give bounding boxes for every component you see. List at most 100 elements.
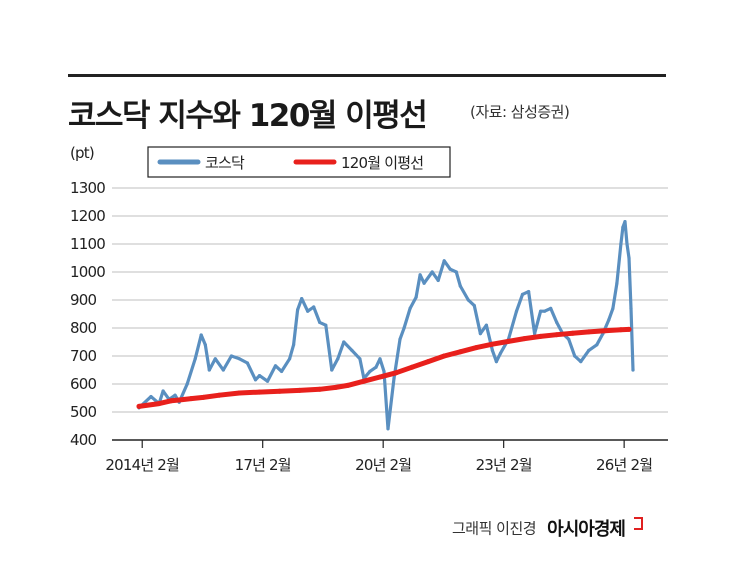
data-point-kosdaq [478,332,482,336]
data-point-kosdaq [595,343,599,347]
data-point-ma120 [236,390,242,396]
data-point-kosdaq [623,220,627,224]
source-note: (자료: 삼성증권) [470,103,570,121]
data-point-kosdaq [342,340,346,344]
data-point-kosdaq [257,374,262,378]
data-point-kosdaq [430,270,434,274]
data-point-ma120 [522,336,527,342]
data-point-ma120 [409,364,415,370]
data-point-kosdaq [398,337,402,341]
data-point-kosdaq [374,365,378,369]
data-point-kosdaq [418,273,422,277]
legend-label-kosdaq: 코스닥 [205,154,245,172]
data-point-ma120 [457,349,463,355]
data-point-ma120 [216,392,222,398]
data-point-kosdaq [185,382,189,386]
data-point-kosdaq [292,343,296,347]
data-point-kosdaq [448,267,452,271]
y-tick-label: 1100 [70,235,105,253]
data-point-kosdaq [392,376,396,380]
y-tick-label: 500 [70,403,96,421]
data-point-ma120 [489,341,495,347]
data-point-kosdaq [221,368,225,372]
data-point-kosdaq [579,360,583,364]
data-point-kosdaq [422,281,426,285]
data-point-kosdaq [494,360,498,364]
data-point-kosdaq [324,323,328,327]
data-point-ma120 [200,394,206,400]
data-point-ma120 [297,387,303,393]
data-point-kosdaq [436,278,440,282]
data-point-kosdaq [454,270,458,274]
title-rule [68,74,666,77]
data-point-ma120 [277,388,283,394]
data-point-kosdaq [619,242,623,246]
x-tick-label: 2014년 2월 [105,456,179,474]
data-point-kosdaq [549,306,553,310]
data-point-kosdaq [414,295,418,299]
data-point-kosdaq [318,320,322,324]
data-point-kosdaq [161,389,165,393]
data-point-kosdaq [306,309,310,313]
data-point-kosdaq [378,357,382,361]
data-point-kosdaq [300,297,304,301]
data-point-kosdaq [442,259,446,263]
data-point-ma120 [345,382,351,388]
credit-line: 그래픽 이진경 아시아경제 [452,515,644,541]
data-point-kosdaq [330,368,334,372]
data-point-ma120 [618,327,624,333]
data-point-kosdaq [149,395,153,399]
data-point-kosdaq [296,308,300,312]
data-point-kosdaq [520,292,525,296]
data-point-kosdaq [625,242,629,246]
y-tick-label: 900 [70,291,96,309]
data-point-ma120 [586,329,592,335]
data-point-ma120 [136,403,142,409]
data-point-kosdaq [245,361,249,365]
data-point-kosdaq [555,320,559,324]
data-point-kosdaq [237,357,241,361]
y-tick-labels: 400 500 600 700 800 900 1000 1100 1200 1300 [70,179,106,449]
data-point-kosdaq [527,290,531,294]
graphic-credit: 그래픽 이진경 [452,519,537,538]
data-point-kosdaq [514,309,519,313]
data-point-ma120 [377,374,383,380]
data-point-kosdaq [213,357,217,361]
x-tick-label: 17년 2월 [235,456,291,474]
series-lines [136,220,635,431]
data-point-kosdaq [350,348,354,352]
data-point-ma120 [626,326,632,332]
data-point-ma120 [188,396,194,402]
data-point-ma120 [257,389,262,395]
data-point-kosdaq [386,427,390,431]
brand-logo: 아시아경제 [547,519,626,540]
legend-label-ma120: 120월 이평선 [341,154,423,172]
y-tick-label: 400 [70,431,96,449]
data-point-kosdaq [458,284,462,288]
data-point-kosdaq [203,343,207,347]
y-tick-label: 600 [70,375,96,393]
data-point-ma120 [473,345,479,351]
data-point-ma120 [333,384,339,390]
data-point-kosdaq [615,281,619,285]
data-point-ma120 [425,359,431,365]
data-point-ma120 [602,328,608,334]
data-point-kosdaq [472,304,476,308]
brand-mark-icon [634,517,644,530]
data-point-kosdaq [382,369,386,373]
data-point-kosdaq [402,326,406,330]
data-point-kosdaq [607,318,611,322]
data-point-kosdaq [484,323,488,327]
data-point-ma120 [168,398,174,404]
data-point-kosdaq [273,364,278,368]
data-point-ma120 [441,353,447,359]
y-tick-label: 1000 [70,263,105,281]
data-point-kosdaq [533,332,537,336]
data-point-ma120 [317,386,323,392]
data-point-kosdaq [498,351,503,355]
data-point-kosdaq [280,369,284,373]
data-point-ma120 [361,378,367,384]
data-point-ma120 [554,332,560,338]
data-point-kosdaq [611,306,615,310]
